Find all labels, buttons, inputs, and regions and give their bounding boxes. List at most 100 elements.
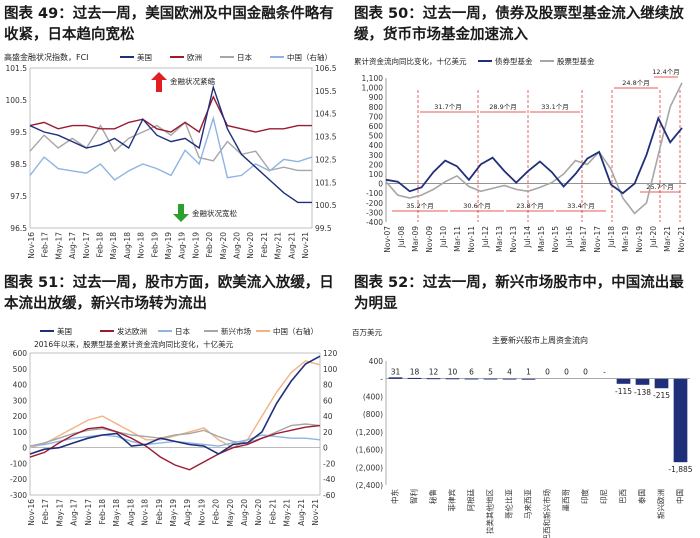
y-tick: 0	[378, 180, 383, 189]
chart-49: 高盛金融状况指数，FCI 美国 欧洲 日本 中国（右轴） 101.5 100.5 99.5 98…	[4, 52, 337, 260]
y-tick-right: -60	[323, 491, 335, 500]
y-tick: (2,400)	[356, 481, 383, 490]
y-tick-left: 97.5	[10, 192, 27, 201]
x-tick: Aug-17	[68, 232, 77, 259]
x-tick: Aug-19	[183, 499, 192, 526]
y-tick: 300	[369, 151, 384, 160]
x-tick: May-21	[283, 499, 292, 527]
x-tick: Aug-21	[287, 232, 296, 259]
chart-51: 美国 发达欧洲 日本 新兴市场 中国（右轴） 2016年以来，股票型基金累计资金流向同比变…	[10, 326, 338, 527]
x-tick: Aug-21	[297, 499, 306, 526]
chart-panel-52: 图表 52：过去一周，新兴市场股市中，中国流出最为明显 百万美元 主要新兴股市上周…	[350, 269, 700, 538]
y-tick: (1,600)	[356, 446, 383, 455]
x-tick: May-18	[112, 499, 121, 527]
y-tick-left: 96.5	[10, 224, 27, 233]
cycle-label: 28.9个月	[489, 103, 516, 111]
series-line-us	[29, 84, 312, 204]
x-tick: Nov-15	[551, 226, 560, 253]
x-tick: 中国	[675, 489, 685, 504]
bar-value-label: 0	[545, 368, 550, 377]
x-tick: Nov-18	[137, 232, 146, 259]
plot-frame	[29, 352, 321, 496]
series-line-equity-funds	[385, 82, 683, 215]
x-tick: Aug-20	[240, 499, 249, 526]
bar-value-label: -138	[634, 388, 651, 397]
x-tick: May-17	[55, 499, 64, 527]
series-line-us	[29, 355, 321, 455]
y-tick-left: 100.5	[6, 96, 28, 105]
x-tick: Jul-08	[397, 226, 406, 249]
y-tick: 100	[369, 170, 384, 179]
y-tick: 1,000	[362, 84, 384, 93]
bar	[521, 378, 536, 380]
x-tick: Feb-20	[205, 232, 214, 258]
x-tick: Feb-17	[41, 232, 50, 258]
y-tick-right: 99.5	[315, 224, 332, 233]
bar-value-label: 4	[507, 368, 512, 377]
cycle-label: 33.4个月	[567, 202, 594, 210]
cycle-label: 30.6个月	[463, 202, 490, 210]
y-tick: (800)	[363, 410, 383, 419]
x-tick: Jul-12	[481, 226, 490, 249]
y-tick-left: 0	[22, 444, 27, 453]
x-tick: 哥伦比亚	[504, 489, 514, 519]
y-tick-right: 40	[323, 412, 333, 421]
x-tick: Nov-07	[383, 226, 392, 253]
x-tick: 阿根廷	[466, 489, 476, 512]
panel-title: 图表 50：过去一周，债券及股票型基金流入继续放缓，货币市场基金加速流入	[354, 6, 684, 43]
y-tick: -100	[366, 189, 383, 198]
x-tick: Jul-20	[649, 226, 658, 249]
x-tick: 印尼	[600, 489, 609, 504]
y-tick-left: 98.5	[10, 160, 27, 169]
series-line-japan	[29, 434, 321, 447]
bar	[635, 378, 650, 385]
bar-value-label: -215	[653, 391, 670, 400]
x-tick: Feb-21	[260, 232, 269, 258]
y-tick: -200	[366, 199, 383, 208]
legend-label: 日本	[237, 52, 252, 62]
bar-value-label: 5	[488, 368, 493, 377]
bar	[445, 378, 460, 380]
bar-value-label: 1	[526, 368, 531, 377]
bar	[388, 377, 403, 379]
y-tick-left: 101.5	[6, 64, 28, 73]
x-tick: Mar-21	[663, 226, 672, 252]
x-tick: Mar-09	[411, 226, 420, 252]
legend-label: 日本	[175, 326, 190, 336]
x-tick: Jul-18	[607, 226, 616, 249]
y-tick-left: -300	[10, 491, 27, 500]
bar	[654, 378, 669, 389]
x-tick: 巴西和新兴市场	[542, 489, 552, 538]
x-tick: Nov-17	[82, 232, 91, 259]
x-tick: Mar-11	[453, 226, 462, 252]
x-tick: Nov-20	[246, 232, 255, 259]
x-tick: May-20	[219, 232, 228, 260]
x-tick: Aug-20	[233, 232, 242, 259]
bar	[426, 378, 441, 380]
y-tick: 400	[369, 357, 384, 366]
y-tick-left: 200	[13, 412, 28, 421]
bar	[616, 378, 631, 384]
bar-value-label: 12	[429, 368, 439, 377]
chart-title: 累计资金流向同比变化，十亿美元	[354, 56, 467, 66]
x-tick: Mar-19	[621, 226, 630, 252]
chart-title: 2016年以来，股票型基金累计资金流向同比变化，十亿美元	[34, 339, 234, 349]
x-tick: May-20	[226, 499, 235, 527]
x-tick: May-18	[109, 232, 118, 260]
x-tick: Nov-19	[197, 499, 206, 526]
bar	[502, 378, 517, 380]
x-tick: Nov-16	[27, 499, 36, 526]
y-tick: 900	[369, 93, 384, 102]
y-tick: (2,000)	[356, 463, 383, 472]
y-tick-left: 600	[13, 349, 28, 358]
chart-title: 高盛金融状况指数，FCI	[4, 52, 89, 62]
y-tick-left: -100	[10, 459, 27, 468]
series-line-china	[29, 360, 321, 449]
y-tick-right: 103.5	[315, 133, 337, 142]
bar-value-label: -1,885	[668, 465, 692, 474]
x-tick: Jul-10	[439, 226, 448, 249]
x-tick: Feb-20	[212, 499, 221, 525]
bar-value-label: 18	[410, 368, 420, 377]
panel-title: 图表 51：过去一周，股市方面，欧美流入放缓，日本流出放缓，新兴市场转为流出	[4, 275, 334, 312]
x-tick: 秘鲁	[428, 489, 438, 504]
